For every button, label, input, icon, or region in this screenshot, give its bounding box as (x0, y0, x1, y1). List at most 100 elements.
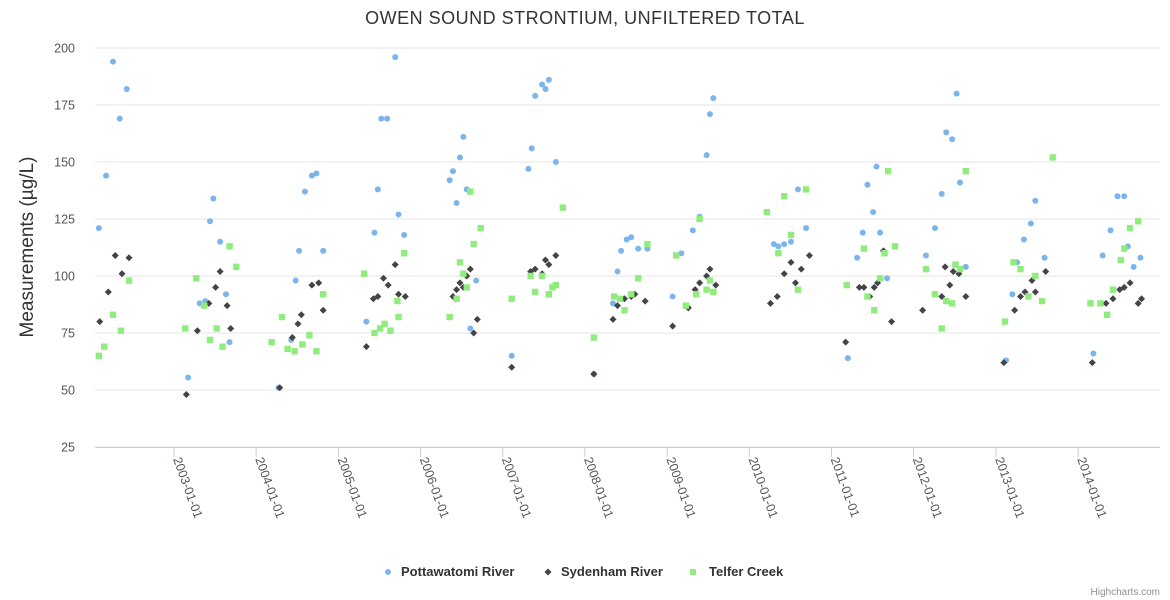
legend-item-telfer[interactable]: Telfer Creek (690, 564, 784, 579)
data-point (805, 251, 813, 259)
data-point (308, 281, 316, 289)
data-point (538, 272, 546, 280)
data-point (696, 279, 704, 287)
data-point (1032, 272, 1039, 280)
data-point (669, 293, 676, 300)
data-point (962, 167, 970, 175)
data-point (787, 238, 794, 245)
data-point (123, 86, 130, 93)
data-point (877, 229, 884, 236)
data-point (844, 355, 851, 362)
data-point (467, 325, 474, 332)
data-point (545, 291, 553, 298)
data-point (922, 252, 929, 259)
data-point (301, 188, 308, 195)
y-tick-label: 125 (54, 213, 75, 227)
data-point (552, 159, 559, 165)
data-point (884, 275, 891, 282)
x-tick-label: 2004-01-01 (252, 455, 287, 520)
data-point (118, 270, 126, 278)
data-point (609, 315, 617, 323)
data-point (460, 270, 467, 277)
data-point (1032, 197, 1039, 204)
data-point (395, 211, 402, 218)
data-point (590, 334, 598, 341)
data-point (1087, 300, 1094, 307)
plot-area (95, 54, 1146, 399)
data-point (1011, 306, 1019, 314)
series-sydenham-river (96, 247, 1146, 399)
data-point (703, 152, 710, 159)
data-point (297, 311, 305, 319)
data-point (477, 224, 484, 232)
data-point (549, 284, 556, 291)
data-point (379, 274, 387, 282)
data-point (525, 165, 532, 172)
data-point (384, 115, 391, 122)
data-point (541, 256, 549, 264)
data-point (1134, 218, 1142, 225)
data-point (460, 133, 467, 140)
data-point (766, 299, 774, 307)
data-point (873, 163, 880, 170)
data-point (770, 241, 777, 248)
data-point (956, 179, 963, 186)
data-point (185, 374, 192, 381)
data-point (466, 265, 474, 273)
data-point (623, 236, 630, 243)
legend[interactable]: Pottawatomi River Sydenham River Telfer … (385, 564, 784, 579)
legend-marker-square (690, 569, 696, 575)
data-point (193, 327, 201, 335)
y-tick-label: 200 (54, 42, 75, 56)
data-point (938, 325, 945, 332)
data-point (775, 243, 782, 250)
legend-item-sydenham[interactable]: Sydenham River (544, 564, 663, 579)
data-point (315, 279, 323, 287)
x-tick-label: 2005-01-01 (335, 455, 370, 520)
data-point (609, 300, 616, 307)
data-point (276, 384, 284, 392)
legend-marker-diamond (544, 568, 552, 576)
credits-link[interactable]: Highcharts.com (1091, 587, 1160, 598)
data-point (182, 325, 189, 332)
x-tick-label: 2013-01-01 (992, 455, 1027, 520)
data-point (453, 200, 460, 207)
data-point (1130, 263, 1137, 270)
data-point (210, 195, 217, 202)
data-point (781, 193, 788, 200)
data-point (374, 293, 382, 301)
data-point (876, 275, 884, 282)
data-point (227, 324, 235, 332)
data-point (590, 370, 598, 378)
data-point (678, 250, 685, 257)
data-point (610, 293, 618, 300)
data-point (634, 275, 642, 282)
data-point (111, 251, 119, 259)
data-point (542, 86, 549, 93)
data-point (696, 215, 703, 223)
data-point (1109, 286, 1117, 293)
data-point (376, 325, 384, 332)
data-point (860, 245, 868, 252)
data-point (288, 334, 296, 342)
data-point (294, 320, 302, 328)
data-point (395, 313, 402, 321)
data-point (952, 261, 959, 268)
data-point (931, 291, 939, 298)
data-point (109, 311, 117, 318)
data-point (1120, 283, 1128, 291)
y-gridlines (95, 47, 1160, 448)
data-point (953, 90, 960, 97)
data-point (213, 325, 220, 332)
data-point (794, 286, 802, 293)
data-point (1088, 359, 1096, 367)
data-point (446, 177, 453, 184)
data-point (943, 297, 950, 305)
data-point (1109, 295, 1117, 303)
legend-item-pottawatomi[interactable]: Pottawatomi River (385, 564, 514, 579)
data-point (1103, 311, 1111, 318)
data-point (781, 241, 788, 248)
data-point (319, 291, 327, 298)
data-point (1102, 299, 1110, 307)
y-axis-label: Measurements (µg/L) (17, 157, 38, 338)
